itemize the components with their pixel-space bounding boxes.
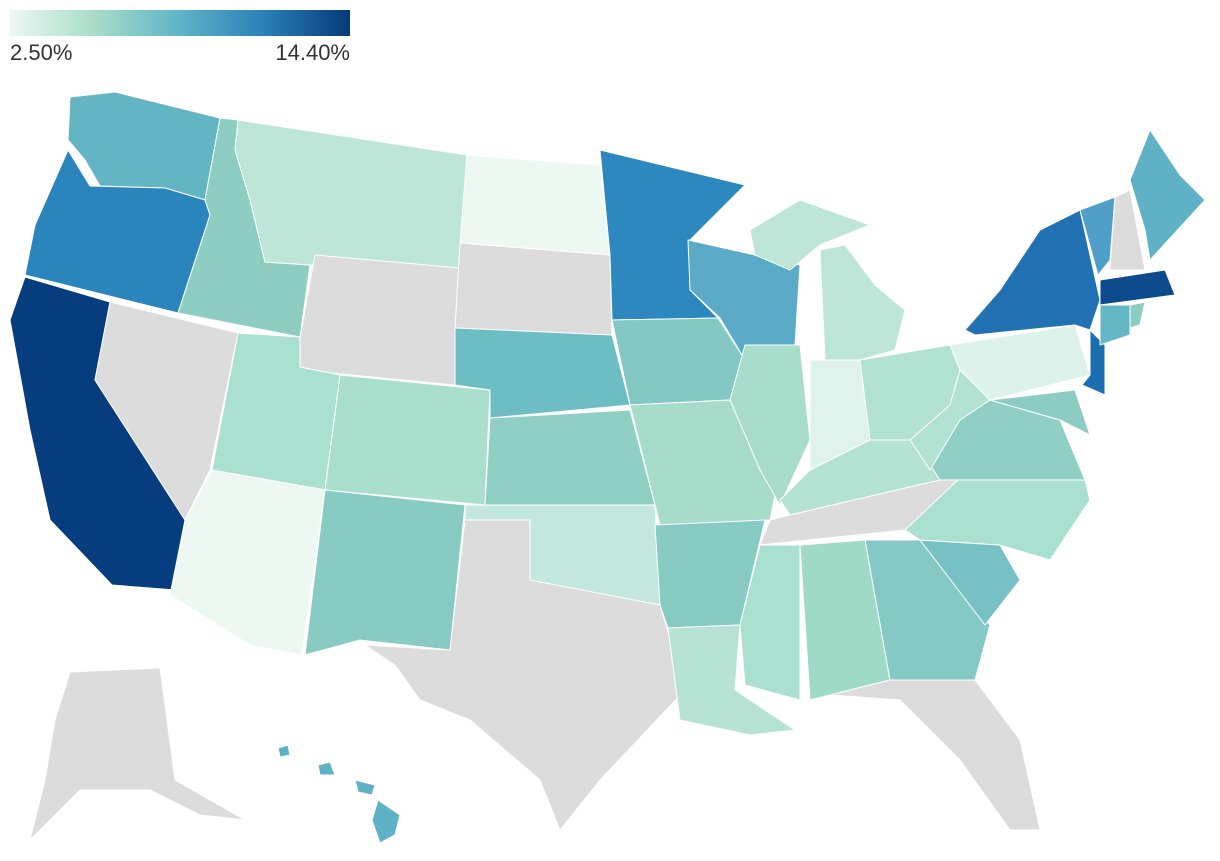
state (234, 119, 468, 269)
state (1109, 189, 1146, 271)
state (809, 679, 1041, 831)
state (29, 667, 246, 841)
state (1099, 304, 1131, 346)
state (299, 254, 461, 386)
state (324, 374, 491, 506)
state (94, 301, 239, 521)
state (67, 91, 221, 201)
state (749, 199, 871, 271)
state (371, 799, 401, 844)
state (317, 761, 336, 776)
state (611, 317, 746, 406)
state (964, 209, 1101, 336)
state (454, 242, 613, 336)
state (459, 154, 611, 256)
states (9, 91, 1206, 844)
colorbar (10, 10, 350, 36)
state (277, 744, 291, 758)
colorbar-label: 14.40% (275, 40, 350, 65)
state (739, 544, 801, 701)
state (599, 149, 746, 321)
state (949, 324, 1091, 401)
state (1129, 129, 1206, 261)
state (1099, 269, 1176, 306)
state (1079, 196, 1116, 276)
state (819, 244, 906, 361)
state (364, 519, 686, 831)
state (354, 779, 376, 796)
state (989, 389, 1091, 436)
state (484, 409, 656, 506)
state (729, 344, 811, 506)
state (304, 489, 466, 656)
state (1129, 301, 1146, 329)
state (864, 539, 991, 681)
colorbar-label: 2.50% (10, 40, 72, 65)
